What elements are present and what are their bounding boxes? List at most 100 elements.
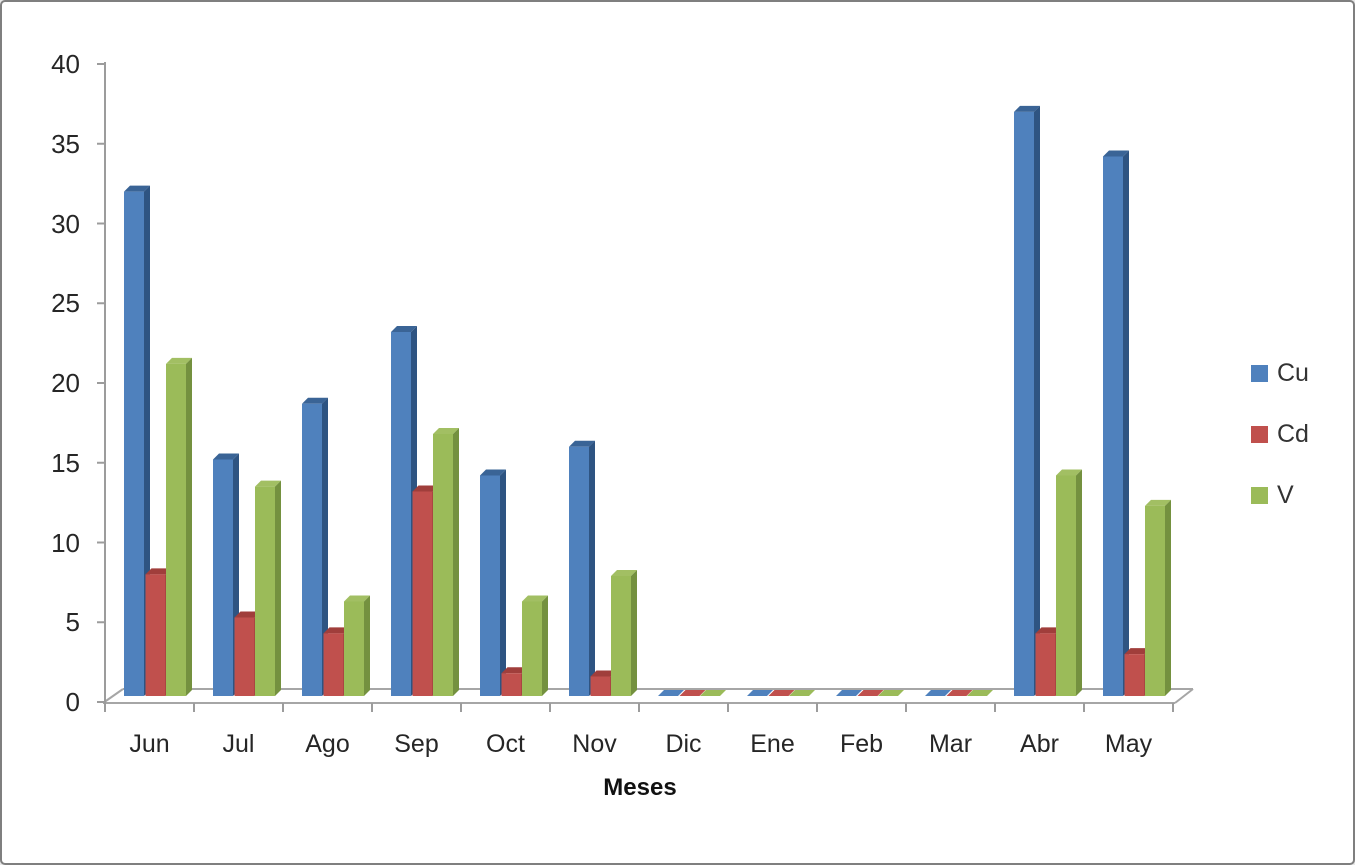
bar-v-ene xyxy=(789,690,815,696)
x-label-oct: Oct xyxy=(486,730,525,758)
bar-side-face xyxy=(631,569,637,696)
x-axis-title: Meses xyxy=(603,774,677,801)
bar-cd-ene xyxy=(768,690,795,696)
bar-top-face xyxy=(878,690,904,696)
bar-side-face xyxy=(500,469,506,696)
bar-top-face xyxy=(255,480,281,487)
bar-top-face xyxy=(391,325,417,332)
bar-cu-may xyxy=(1103,150,1129,696)
bar-front-face xyxy=(255,486,275,696)
bar-side-face xyxy=(1034,105,1040,697)
bar-top-face xyxy=(323,627,350,634)
bar-top-face xyxy=(569,440,595,447)
bar-cu-mar xyxy=(925,690,951,696)
bar-front-face xyxy=(391,331,411,696)
legend-swatch-cu xyxy=(1251,364,1268,382)
bar-front-face xyxy=(480,475,500,696)
bar-front-face xyxy=(590,676,611,696)
legend-swatch-cd xyxy=(1251,425,1268,443)
bar-top-face xyxy=(213,453,239,460)
bar-top-face xyxy=(1145,499,1171,506)
bar-top-face xyxy=(700,690,726,696)
bar-v-ago xyxy=(344,595,370,696)
x-label-abr: Abr xyxy=(1020,730,1059,758)
y-tick-label-0: 0 xyxy=(65,687,80,717)
bar-front-face xyxy=(433,434,453,696)
x-label-ene: Ene xyxy=(750,730,795,758)
bar-v-may xyxy=(1145,499,1171,696)
x-label-dic: Dic xyxy=(665,730,702,758)
bar-front-face xyxy=(213,459,233,696)
x-label-sep: Sep xyxy=(394,730,439,758)
x-axis-ticks xyxy=(104,703,1174,712)
bar-side-face xyxy=(275,480,281,696)
bar-v-nov xyxy=(611,569,637,696)
bar-v-abr xyxy=(1056,469,1082,696)
bar-cu-jun xyxy=(124,185,150,696)
bar-v-jun xyxy=(166,357,192,696)
bar-side-face xyxy=(589,440,595,696)
bar-top-face xyxy=(344,595,370,602)
bar-cd-mar xyxy=(946,690,973,696)
bar-front-face xyxy=(166,363,186,696)
y-tick-label-40: 40 xyxy=(51,49,80,79)
bar-top-face xyxy=(679,690,706,696)
bar-front-face xyxy=(234,617,255,696)
bar-front-face xyxy=(1103,156,1123,696)
legend-item-v: V xyxy=(1251,481,1309,509)
bar-side-face xyxy=(1076,469,1082,696)
bar-top-face xyxy=(522,595,548,602)
bar-top-face xyxy=(302,397,328,404)
bar-top-face xyxy=(946,690,973,696)
legend-label-cd: Cd xyxy=(1277,420,1309,448)
bar-top-face xyxy=(145,568,172,575)
bar-cu-feb xyxy=(836,690,862,696)
bar-side-face xyxy=(1165,499,1171,696)
bar-front-face xyxy=(145,574,166,696)
bar-top-face xyxy=(1124,648,1151,655)
bar-front-face xyxy=(1145,505,1165,696)
bar-cu-ene xyxy=(747,690,773,696)
bar-top-face xyxy=(857,690,884,696)
bar-front-face xyxy=(1014,111,1034,697)
bar-side-face xyxy=(322,397,328,696)
bar-front-face xyxy=(501,673,522,696)
legend-item-cd: Cd xyxy=(1251,420,1309,448)
legend-item-cu: Cu xyxy=(1251,359,1309,387)
bar-v-sep xyxy=(433,428,459,696)
bar-front-face xyxy=(1056,475,1076,696)
y-tick-label-15: 15 xyxy=(51,447,80,478)
bar-top-face xyxy=(789,690,815,696)
y-tick-label-20: 20 xyxy=(51,368,80,398)
bar-top-face xyxy=(658,690,684,696)
legend-swatch-v xyxy=(1251,486,1268,504)
bar-cd-dic xyxy=(679,690,706,696)
bar-top-face xyxy=(234,611,261,618)
bar-top-face xyxy=(967,690,993,696)
bar-top-face xyxy=(611,569,637,576)
x-label-may: May xyxy=(1104,730,1153,758)
bar-side-face xyxy=(186,357,192,696)
bar-top-face xyxy=(412,485,439,492)
bar-top-face xyxy=(1056,469,1082,476)
bar-top-face xyxy=(836,690,862,696)
bar-cu-dic xyxy=(658,690,684,696)
bar-side-face xyxy=(542,595,548,696)
bar-front-face xyxy=(522,601,542,696)
bar-front-face xyxy=(1035,633,1056,696)
bar-front-face xyxy=(1124,654,1145,696)
bar-front-face xyxy=(323,633,344,696)
y-tick-label-35: 35 xyxy=(51,128,80,159)
bar-cu-ago xyxy=(302,397,328,696)
bar-v-oct xyxy=(522,595,548,696)
legend-label-cu: Cu xyxy=(1277,359,1309,387)
bar-cd-feb xyxy=(857,690,884,696)
bar-top-face xyxy=(747,690,773,696)
x-label-mar: Mar xyxy=(928,730,973,758)
bar-front-face xyxy=(344,601,364,696)
y-tick-label-5: 5 xyxy=(65,607,80,638)
y-axis xyxy=(97,62,106,712)
bar-top-face xyxy=(590,670,617,677)
bar-front-face xyxy=(124,191,144,696)
bar-front-face xyxy=(569,446,589,696)
